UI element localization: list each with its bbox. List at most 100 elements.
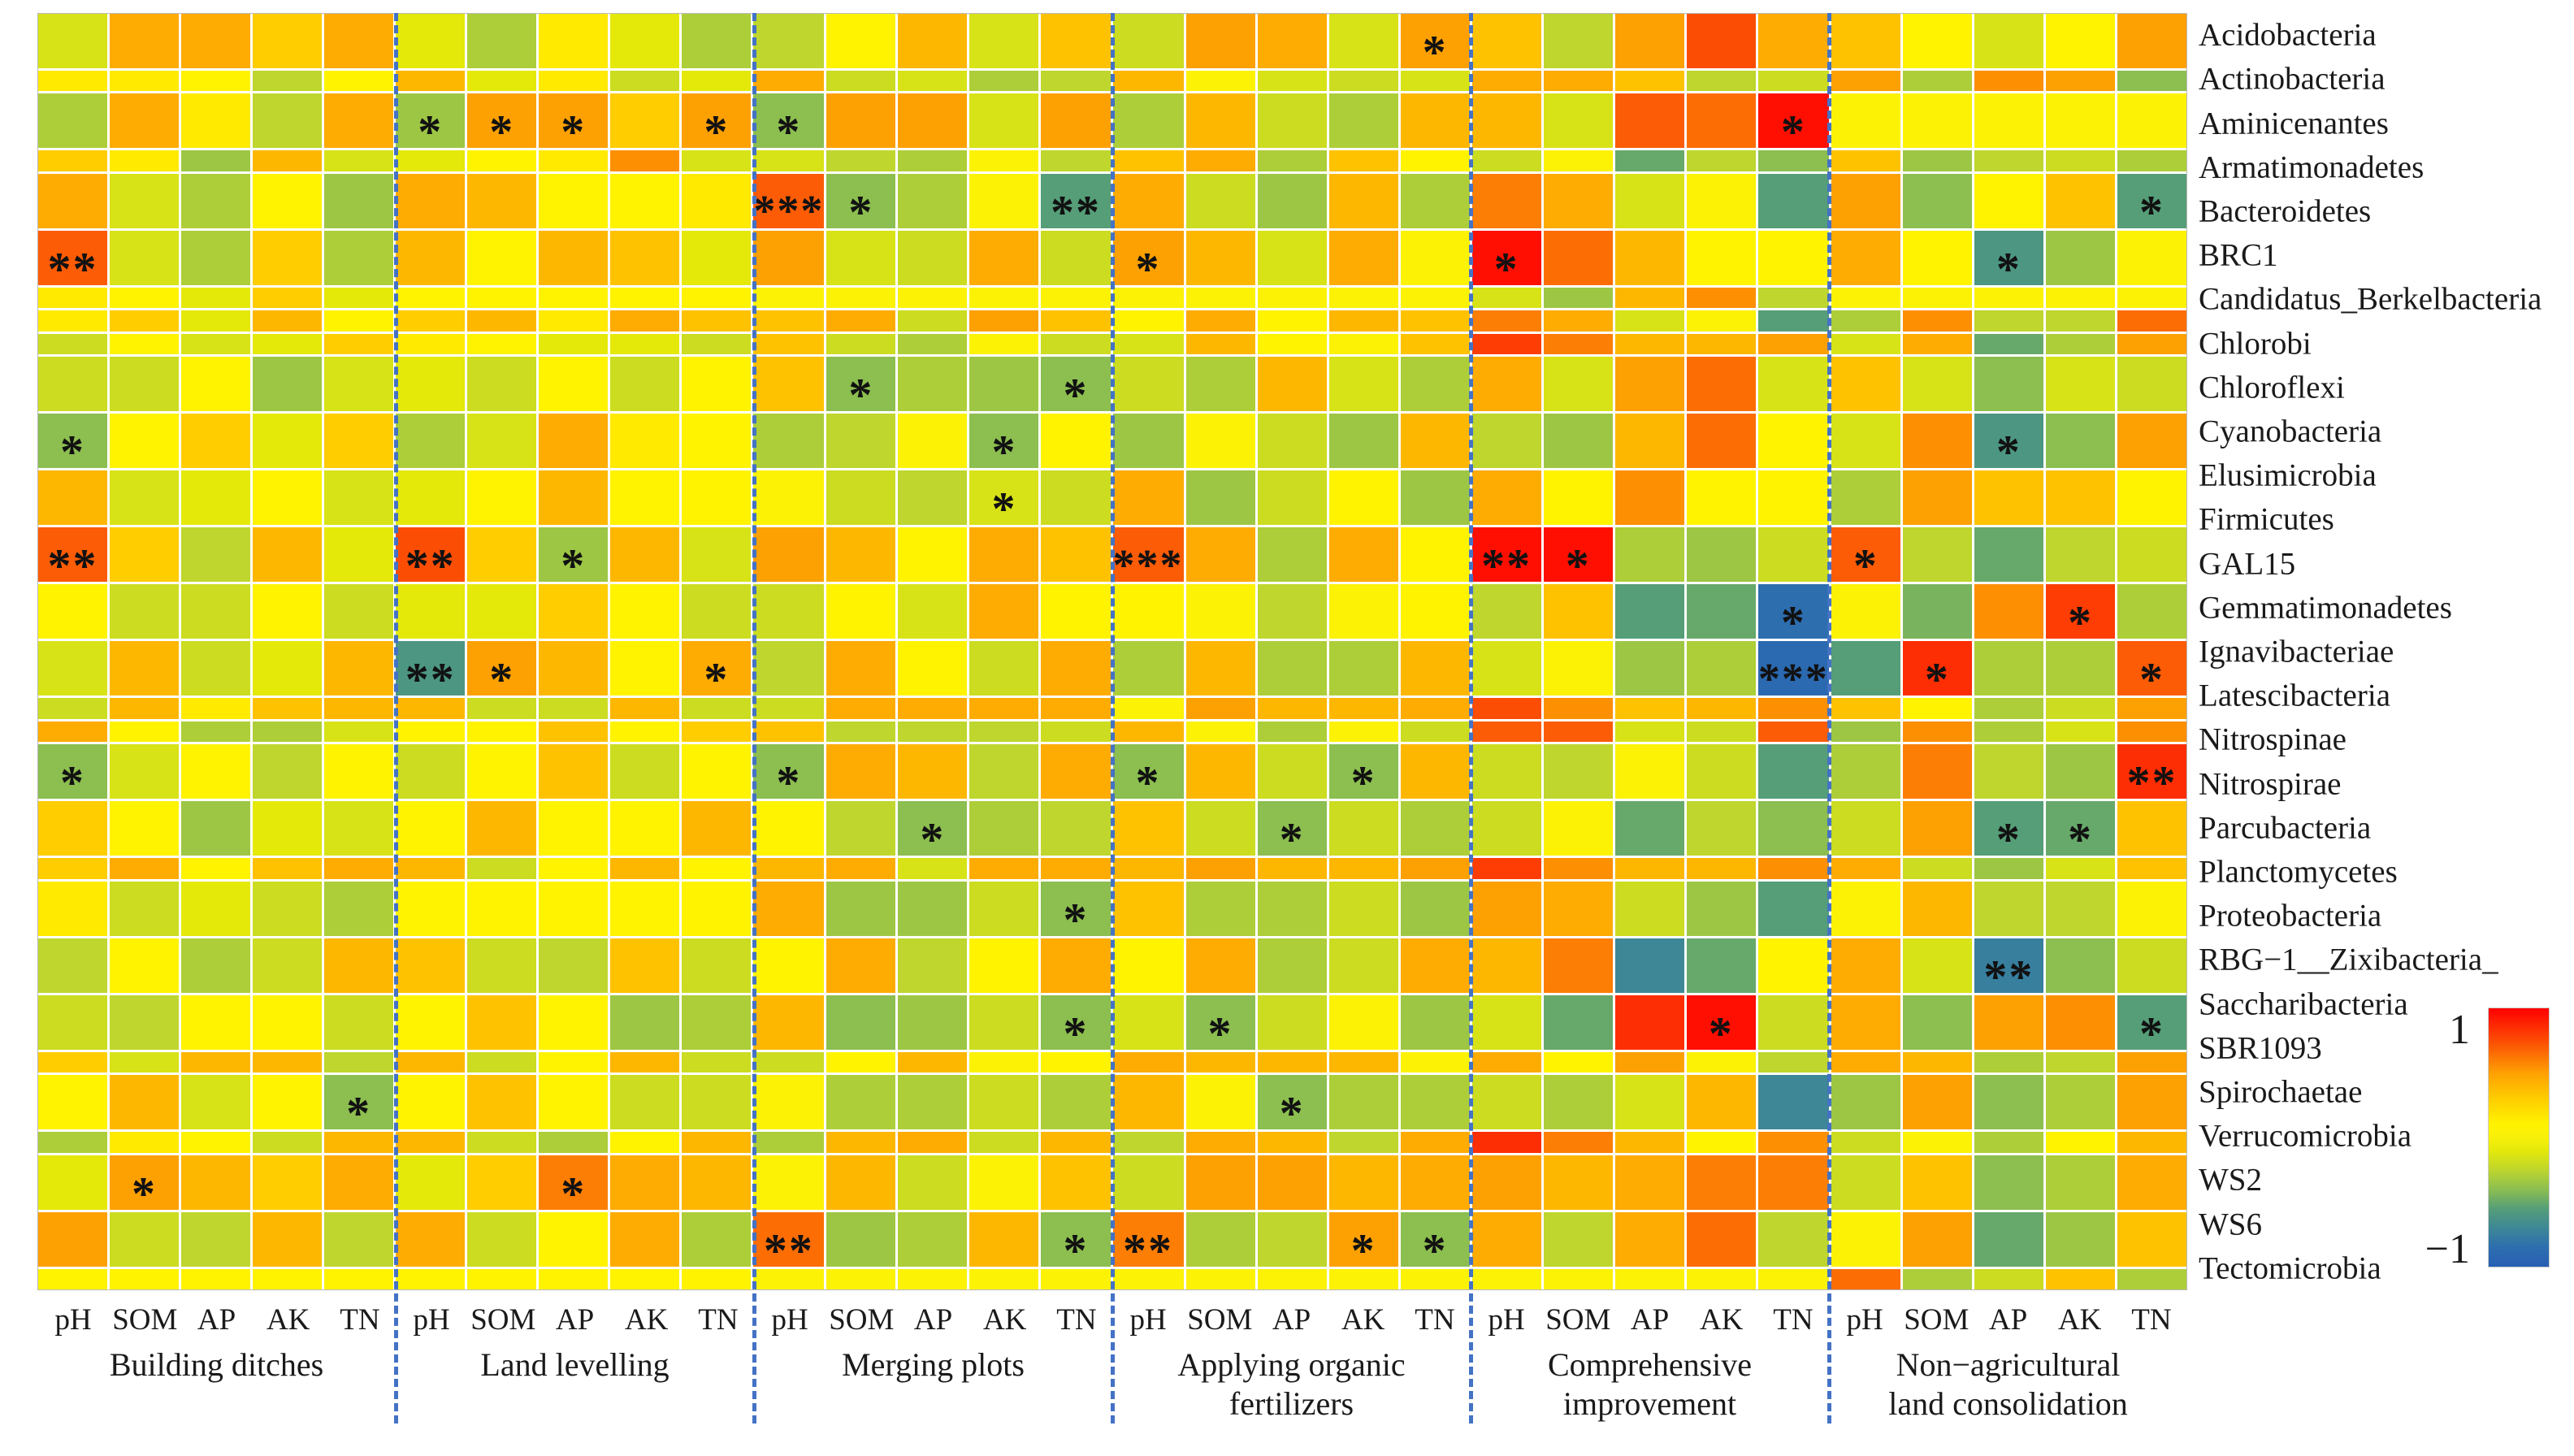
heatmap-cell [1686,641,1756,696]
heatmap-cell [253,721,323,743]
heatmap-cell [1400,173,1470,228]
heatmap-cell [610,310,680,332]
heatmap-cell [1257,881,1327,936]
heatmap-cell [110,881,180,936]
heatmap-cell [1257,287,1327,309]
heatmap-cell [826,470,896,526]
heatmap-cell [1831,150,1900,171]
heatmap-cell [898,173,968,228]
heatmap-cell [1041,938,1111,993]
heatmap-cell [1686,14,1756,68]
row-label: BRC1 [2199,237,2278,273]
heatmap-cell [2117,93,2186,149]
heatmap-cell [1614,333,1684,355]
column-label: AP [1630,1303,1670,1337]
heatmap-cell [969,14,1039,68]
column-label: SOM [1187,1303,1253,1337]
heatmap-cell [753,357,825,412]
heatmap-cell [1902,71,1972,92]
heatmap-cell [1471,994,1541,1050]
heatmap-cell [396,938,466,993]
heatmap-cell: ** [1041,173,1111,238]
column-label: pH [771,1303,808,1337]
significance-stars: * [848,185,874,239]
heatmap-cell [396,744,466,800]
heatmap-cell [253,14,323,68]
heatmap-cell [2117,310,2186,332]
heatmap-cell [826,310,896,332]
heatmap-cell [2045,1155,2115,1210]
heatmap-cell [1974,1155,2043,1210]
heatmap-cell [1041,801,1111,856]
heatmap-cell [1831,470,1900,526]
column-label: pH [413,1303,450,1337]
heatmap-cell [539,1132,609,1153]
heatmap-cell [324,721,394,743]
heatmap-cell [253,414,323,469]
heatmap-cell [2045,858,2115,879]
heatmap-cell [38,71,108,92]
heatmap-cell [682,310,752,332]
heatmap-cell [682,150,752,171]
significance-stars: ** [1050,185,1101,239]
heatmap-cell [682,173,752,228]
heatmap-cell [898,71,968,92]
heatmap-cell [898,1211,968,1267]
heatmap-cell [610,858,680,879]
heatmap-cell [1257,527,1327,583]
heatmap-cell [1902,310,1972,332]
significance-stars: * [920,812,946,866]
significance-stars: * [1063,1223,1089,1276]
heatmap-cell [2117,858,2186,879]
column-label: SOM [112,1303,178,1337]
colorbar-gradient [2488,1008,2550,1268]
heatmap-cell [1471,414,1541,469]
significance-stars: * [2067,812,2093,866]
significance-stars: * [991,482,1017,535]
column-label: AP [1272,1303,1311,1337]
significance-stars: * [1780,105,1806,158]
column-label: AK [982,1303,1027,1337]
heatmap-cell: ** [753,1211,825,1276]
heatmap-cell [969,230,1039,285]
heatmap-cell [38,858,108,879]
heatmap-cell [610,357,680,412]
heatmap-cell [826,744,896,800]
heatmap-cell [253,584,323,639]
heatmap-cell [2117,527,2186,583]
row-label: Elusimicrobia [2199,457,2377,493]
heatmap-cell [1686,71,1756,92]
heatmap-cell [1831,357,1900,412]
heatmap-cell [898,1155,968,1210]
heatmap-cell [969,93,1039,149]
heatmap-cell [682,230,752,285]
heatmap-cell [1112,93,1184,149]
heatmap-cell [969,801,1039,856]
heatmap-cell [1831,1132,1900,1153]
heatmap-cell [1686,414,1756,469]
heatmap-cell [1112,1051,1184,1073]
heatmap-cell [38,173,108,228]
heatmap-cell [1614,1075,1684,1130]
heatmap-cell [396,1132,466,1153]
heatmap-cell [181,801,251,856]
heatmap-cell [2117,881,2186,936]
group-divider [1111,13,1115,1424]
heatmap-cell [682,333,752,355]
heatmap-cell [1614,641,1684,696]
heatmap-cell [826,858,896,879]
heatmap-cell [1614,1155,1684,1210]
heatmap-cell [1185,858,1255,879]
heatmap-cell [181,1051,251,1073]
heatmap-cell [753,698,825,719]
row-label: Armatimonadetes [2199,150,2424,185]
heatmap-cell [539,310,609,332]
heatmap-cell [682,698,752,719]
heatmap-cell [1543,357,1613,412]
heatmap-cell [610,173,680,228]
heatmap-cell [1686,881,1756,936]
heatmap-cell [753,14,825,68]
heatmap-cell [610,881,680,936]
heatmap-cell [1328,71,1398,92]
heatmap-cell: * [1328,1211,1398,1276]
